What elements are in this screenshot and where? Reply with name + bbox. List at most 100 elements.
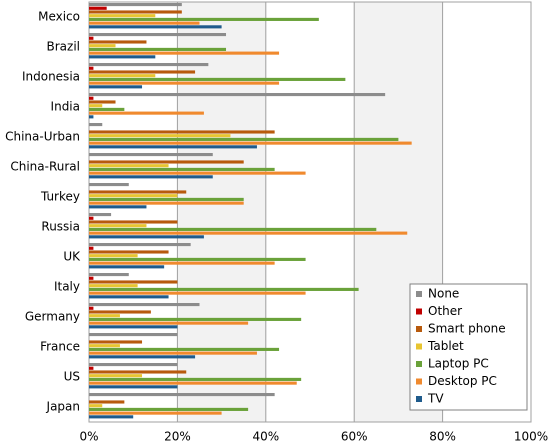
- bar: [89, 347, 280, 351]
- bar: [89, 100, 116, 104]
- bar: [89, 70, 196, 74]
- bar: [89, 265, 165, 269]
- bar: [89, 36, 94, 40]
- x-tick-label: 80%: [429, 430, 456, 444]
- bar: [89, 21, 200, 25]
- bar: [89, 190, 187, 194]
- bar: [89, 104, 103, 108]
- bar: [89, 10, 182, 14]
- bar: [89, 284, 138, 288]
- x-tick-label: 20%: [164, 430, 191, 444]
- bar: [89, 55, 156, 59]
- legend-label: Other: [428, 304, 462, 318]
- bar: [89, 374, 143, 378]
- bar: [89, 134, 231, 138]
- plot-border: [88, 1, 532, 423]
- bar: [89, 243, 191, 247]
- bar: [89, 407, 249, 411]
- bar: [89, 310, 151, 314]
- bar: [89, 115, 94, 119]
- bar: [89, 280, 178, 284]
- y-tick-label: Italy: [54, 280, 80, 294]
- bar: [89, 123, 103, 127]
- x-tick-label: 0%: [79, 430, 98, 444]
- x-tick-label: 60%: [341, 430, 368, 444]
- bar: [89, 235, 204, 239]
- bar: [89, 216, 94, 220]
- bar: [89, 183, 129, 187]
- bar: [89, 306, 94, 310]
- bar: [89, 25, 222, 29]
- bar: [89, 355, 196, 359]
- bar: [89, 224, 147, 228]
- bar: [89, 85, 143, 89]
- bar: [89, 160, 244, 164]
- legend-swatch: [416, 326, 422, 332]
- bar: [89, 137, 399, 141]
- y-tick-label: UK: [63, 250, 81, 264]
- legend-swatch: [416, 308, 422, 315]
- bar: [89, 164, 169, 168]
- bar: [89, 47, 227, 51]
- y-tick-label: India: [51, 100, 80, 114]
- y-tick-label: Mexico: [38, 10, 80, 24]
- bar: [89, 276, 94, 280]
- bar: [89, 366, 94, 370]
- plot-panel: [265, 2, 355, 422]
- bar: [89, 77, 346, 81]
- bar: [89, 317, 302, 321]
- x-tick-label: 100%: [514, 430, 548, 444]
- y-tick-label: Japan: [46, 400, 80, 414]
- bar: [89, 246, 94, 250]
- bar: [89, 197, 244, 201]
- bar: [89, 370, 187, 374]
- bar: [89, 415, 134, 419]
- bar: [89, 3, 182, 7]
- bar: [89, 167, 275, 171]
- bar: [89, 171, 306, 175]
- y-tick-label: Turkey: [40, 190, 80, 204]
- bar: [89, 14, 156, 18]
- legend-swatch: [416, 378, 422, 385]
- bar: [89, 273, 129, 277]
- y-tick-label: Brazil: [47, 40, 81, 54]
- bar: [89, 153, 213, 157]
- bar: [89, 411, 222, 415]
- bar: [89, 194, 178, 198]
- bar: [89, 314, 120, 318]
- bar: [89, 227, 377, 231]
- bar: [89, 213, 112, 217]
- y-tick-label: China-Rural: [10, 160, 80, 174]
- legend-label: Smart phone: [428, 322, 506, 336]
- bar: [89, 74, 156, 78]
- bar: [89, 250, 169, 254]
- bar: [89, 295, 169, 299]
- bar: [89, 130, 275, 134]
- bar: [89, 51, 280, 55]
- bar: [89, 66, 94, 70]
- bar: [89, 393, 275, 397]
- bar: [89, 303, 200, 307]
- bar: [89, 96, 94, 100]
- bar: [89, 6, 107, 10]
- legend-label: Tablet: [427, 339, 464, 353]
- y-tick-label: Indonesia: [22, 70, 80, 84]
- bar: [89, 220, 178, 224]
- y-tick-label: China-Urban: [5, 130, 80, 144]
- y-tick-label: Germany: [25, 310, 80, 324]
- bar: [89, 333, 178, 337]
- bar: [89, 93, 386, 97]
- legend-label: TV: [427, 392, 444, 406]
- bar: [89, 33, 227, 37]
- legend-swatch: [416, 291, 422, 297]
- bar: [89, 287, 359, 291]
- legend-box: [409, 283, 528, 411]
- bar: [89, 344, 120, 348]
- bar: [89, 291, 306, 295]
- bar: [89, 81, 280, 85]
- legend-swatch: [416, 361, 422, 367]
- bar: [89, 404, 103, 408]
- bar: [89, 141, 412, 145]
- bar: [89, 254, 138, 258]
